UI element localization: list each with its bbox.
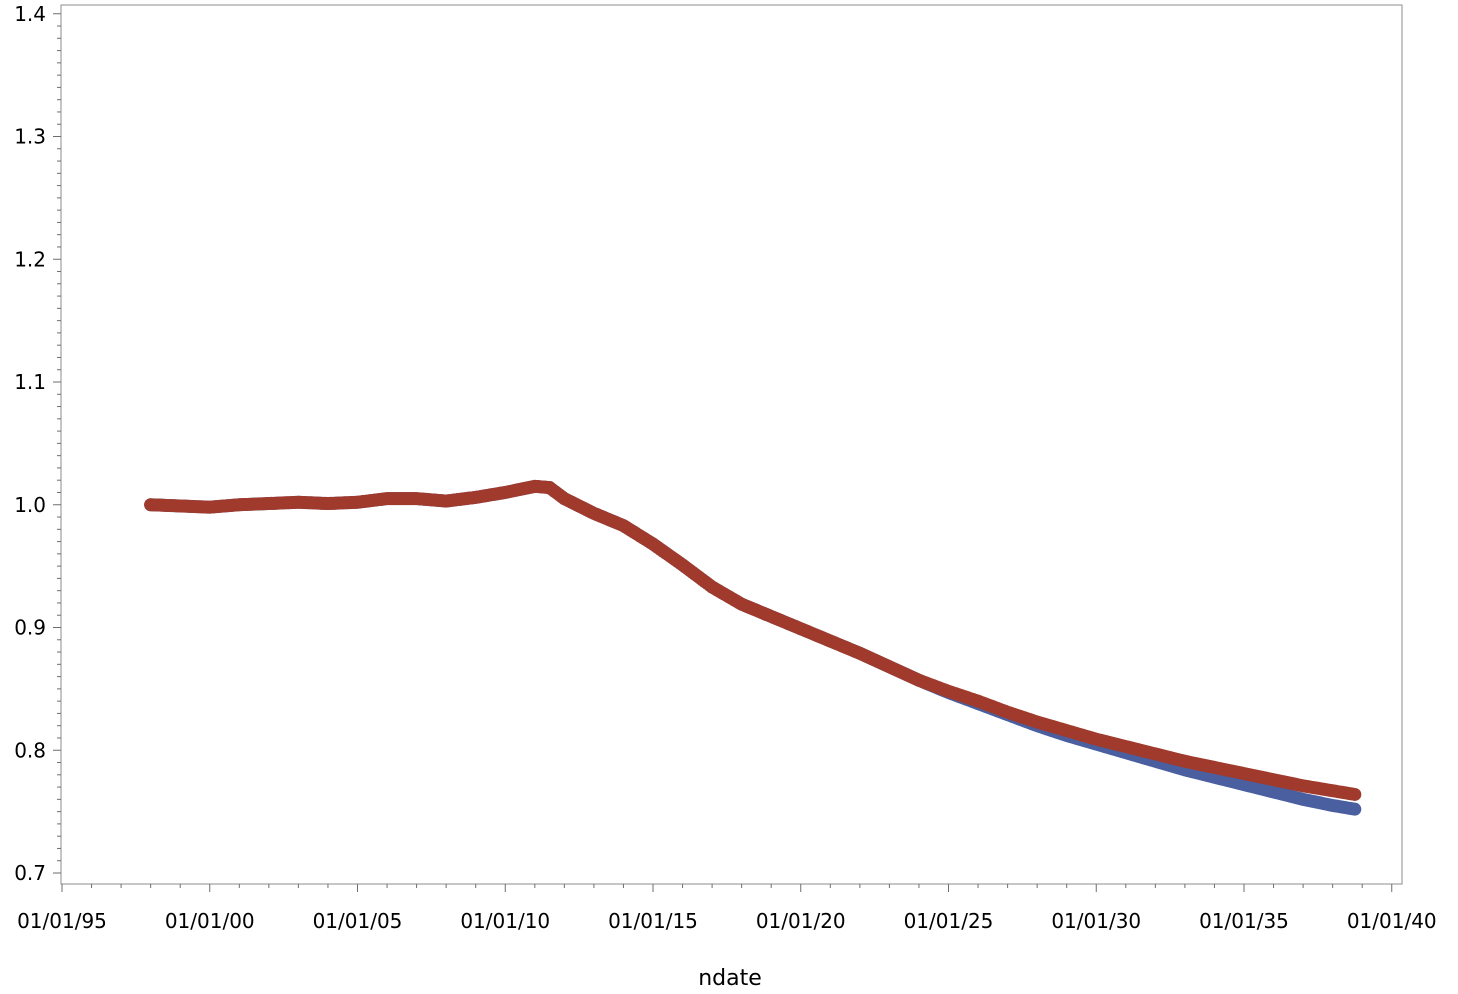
y-tick-label: 1.2 xyxy=(14,247,46,271)
x-tick-label: 01/01/40 xyxy=(1347,909,1437,933)
x-tick-label: 01/01/25 xyxy=(904,909,994,933)
y-tick-label: 0.9 xyxy=(14,616,46,640)
plot-frame xyxy=(60,4,1403,885)
x-tick-label: 01/01/20 xyxy=(756,909,846,933)
series-layer xyxy=(144,479,1362,816)
x-tick-label: 01/01/35 xyxy=(1199,909,1289,933)
y-tick-label: 0.7 xyxy=(14,861,46,885)
x-axis-title: ndate xyxy=(698,966,762,991)
y-axis-major-ticks xyxy=(53,13,61,874)
x-tick-label: 01/01/10 xyxy=(460,909,550,933)
y-tick-label: 1.1 xyxy=(14,370,46,394)
series-2-point xyxy=(1348,787,1362,801)
x-tick-label: 01/01/05 xyxy=(313,909,403,933)
x-tick-label: 01/01/30 xyxy=(1051,909,1141,933)
y-tick-label: 0.8 xyxy=(14,738,46,762)
y-axis-minor-ticks xyxy=(57,25,61,862)
series-2 xyxy=(144,479,1362,801)
x-axis-major-ticks xyxy=(61,884,1393,892)
y-tick-label: 1.4 xyxy=(14,2,46,26)
x-axis-tick-labels: 01/01/95 01/01/00 01/01/05 01/01/10 01/01/15… xyxy=(17,909,1437,933)
x-tick-label: 01/01/15 xyxy=(608,909,698,933)
series-1-point xyxy=(1348,802,1362,816)
x-tick-label: 01/01/95 xyxy=(17,909,107,933)
y-tick-label: 1.3 xyxy=(14,125,46,149)
y-tick-label: 1.0 xyxy=(14,493,46,517)
y-axis-tick-labels: 0.7 0.8 0.9 1.0 1.1 1.2 1.3 1.4 xyxy=(14,2,46,885)
x-tick-label: 01/01/00 xyxy=(165,909,255,933)
x-axis-minor-ticks xyxy=(91,884,1363,888)
